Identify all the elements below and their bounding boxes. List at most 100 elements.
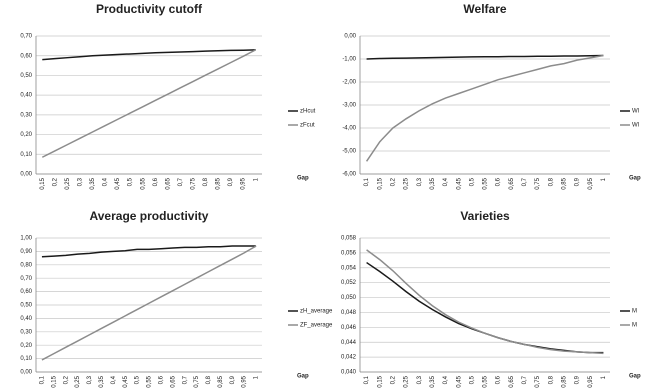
x-tick-label: 0,6 bbox=[496, 177, 502, 186]
x-tick-label: 0,4 bbox=[443, 375, 449, 384]
series-line bbox=[42, 49, 256, 61]
x-tick-label: 0,75 bbox=[191, 177, 197, 189]
x-tick-label: 0,45 bbox=[123, 375, 129, 387]
x-tick-label: 0,45 bbox=[456, 177, 462, 189]
y-tick-label: 0,30 bbox=[20, 329, 32, 335]
x-tick-label: 0,1 bbox=[40, 375, 46, 384]
x-tick-label: 0,4 bbox=[443, 177, 449, 186]
y-tick-label: 0,70 bbox=[20, 276, 32, 282]
x-tick-label: 0,55 bbox=[483, 177, 489, 189]
x-tick-label: 0,85 bbox=[562, 375, 568, 387]
y-tick-label: 0,60 bbox=[20, 53, 32, 59]
x-axis-label: Gap bbox=[297, 176, 309, 182]
x-tick-label: 0,25 bbox=[404, 375, 410, 387]
x-tick-label: 0,85 bbox=[216, 177, 222, 189]
x-axis-label: Gap bbox=[297, 374, 309, 380]
x-tick-label: 0,75 bbox=[194, 375, 200, 387]
x-tick-label: 0,6 bbox=[496, 375, 502, 384]
y-tick-label: -5,00 bbox=[342, 149, 356, 155]
x-tick-label: 0,7 bbox=[522, 177, 528, 186]
series-line bbox=[41, 49, 257, 158]
x-tick-label: 0,8 bbox=[548, 375, 554, 384]
y-tick-label: 0,046 bbox=[341, 325, 357, 331]
chart-title: Productivity cutoff bbox=[96, 2, 203, 16]
x-tick-label: 0,1 bbox=[364, 375, 370, 384]
x-tick-label: 0,95 bbox=[241, 177, 247, 189]
x-tick-label: 0,9 bbox=[575, 375, 581, 384]
y-tick-label: 0,054 bbox=[341, 265, 357, 271]
series-line bbox=[365, 54, 604, 162]
y-tick-label: 0,10 bbox=[20, 152, 32, 158]
x-tick-label: 0,15 bbox=[51, 375, 57, 387]
x-tick-label: 0,75 bbox=[535, 177, 541, 189]
y-tick-label: 0,00 bbox=[20, 172, 32, 178]
x-tick-label: 0,3 bbox=[78, 177, 84, 186]
x-tick-label: 0,35 bbox=[99, 375, 105, 387]
x-tick-label: 0,85 bbox=[562, 177, 568, 189]
y-tick-label: 0,00 bbox=[344, 34, 356, 40]
x-tick-label: 1 bbox=[601, 177, 607, 181]
y-tick-label: 0,20 bbox=[20, 132, 32, 138]
x-tick-label: 0,55 bbox=[483, 375, 489, 387]
legend-label: Wl bbox=[632, 123, 639, 129]
y-tick-label: 1,00 bbox=[20, 236, 32, 242]
x-tick-label: 0,8 bbox=[203, 177, 209, 186]
x-tick-label: 0,15 bbox=[377, 375, 383, 387]
series-line bbox=[366, 54, 604, 60]
legend-label: M bbox=[632, 323, 637, 329]
legend-label: zHcut bbox=[300, 109, 316, 115]
y-tick-label: 0,10 bbox=[20, 356, 32, 362]
y-tick-label: 0,50 bbox=[20, 73, 32, 79]
x-tick-label: 0,35 bbox=[430, 177, 436, 189]
y-tick-label: 0,80 bbox=[20, 262, 32, 268]
legend-label: zFcut bbox=[300, 123, 315, 129]
x-tick-label: 0,5 bbox=[128, 177, 134, 186]
y-tick-label: 0,052 bbox=[341, 280, 357, 286]
series-line bbox=[41, 245, 257, 361]
x-tick-label: 0,2 bbox=[52, 177, 58, 186]
y-tick-label: 0,50 bbox=[20, 303, 32, 309]
x-tick-label: 0,35 bbox=[90, 177, 96, 189]
x-tick-label: 0,35 bbox=[430, 375, 436, 387]
x-tick-label: 0,25 bbox=[65, 177, 71, 189]
y-tick-label: 0,044 bbox=[341, 340, 357, 346]
y-tick-label: 0,90 bbox=[20, 249, 32, 255]
y-tick-label: 0,00 bbox=[20, 370, 32, 376]
legend-label: zH_average bbox=[300, 309, 333, 315]
x-tick-label: 0,7 bbox=[182, 375, 188, 384]
legend-label: ZF_average bbox=[300, 323, 333, 329]
x-tick-label: 0,45 bbox=[115, 177, 121, 189]
x-tick-label: 0,95 bbox=[588, 375, 594, 387]
x-tick-label: 0,9 bbox=[228, 177, 234, 186]
y-tick-label: -1,00 bbox=[342, 57, 356, 63]
y-tick-label: -2,00 bbox=[342, 80, 356, 86]
x-tick-label: 0,4 bbox=[103, 177, 109, 186]
x-tick-label: 0,65 bbox=[170, 375, 176, 387]
x-tick-label: 0,65 bbox=[509, 177, 515, 189]
x-tick-label: 0,6 bbox=[153, 177, 159, 186]
chart-title: Varieties bbox=[460, 209, 510, 223]
legend-label: Wl bbox=[632, 109, 639, 115]
x-tick-label: 0,7 bbox=[178, 177, 184, 186]
x-tick-label: 0,55 bbox=[140, 177, 146, 189]
y-tick-label: 0,042 bbox=[341, 355, 357, 361]
x-tick-label: 0,5 bbox=[469, 177, 475, 186]
x-tick-label: 0,3 bbox=[417, 177, 423, 186]
x-tick-label: 0,95 bbox=[242, 375, 248, 387]
x-tick-label: 0,9 bbox=[575, 177, 581, 186]
x-tick-label: 0,4 bbox=[111, 375, 117, 384]
chart-title: Average productivity bbox=[90, 209, 209, 223]
x-tick-label: 0,95 bbox=[588, 177, 594, 189]
y-tick-label: -6,00 bbox=[342, 172, 356, 178]
x-tick-label: 1 bbox=[601, 375, 607, 379]
series-line bbox=[41, 245, 257, 258]
y-tick-label: 0,056 bbox=[341, 250, 357, 256]
y-tick-label: 0,30 bbox=[20, 112, 32, 118]
x-tick-label: 0,9 bbox=[230, 375, 236, 384]
y-tick-label: 0,20 bbox=[20, 343, 32, 349]
x-axis-label: Gap bbox=[629, 176, 641, 182]
x-tick-label: 0,65 bbox=[165, 177, 171, 189]
y-tick-label: 0,050 bbox=[341, 295, 357, 301]
series-line bbox=[366, 261, 604, 354]
x-tick-label: 0,1 bbox=[364, 177, 370, 186]
